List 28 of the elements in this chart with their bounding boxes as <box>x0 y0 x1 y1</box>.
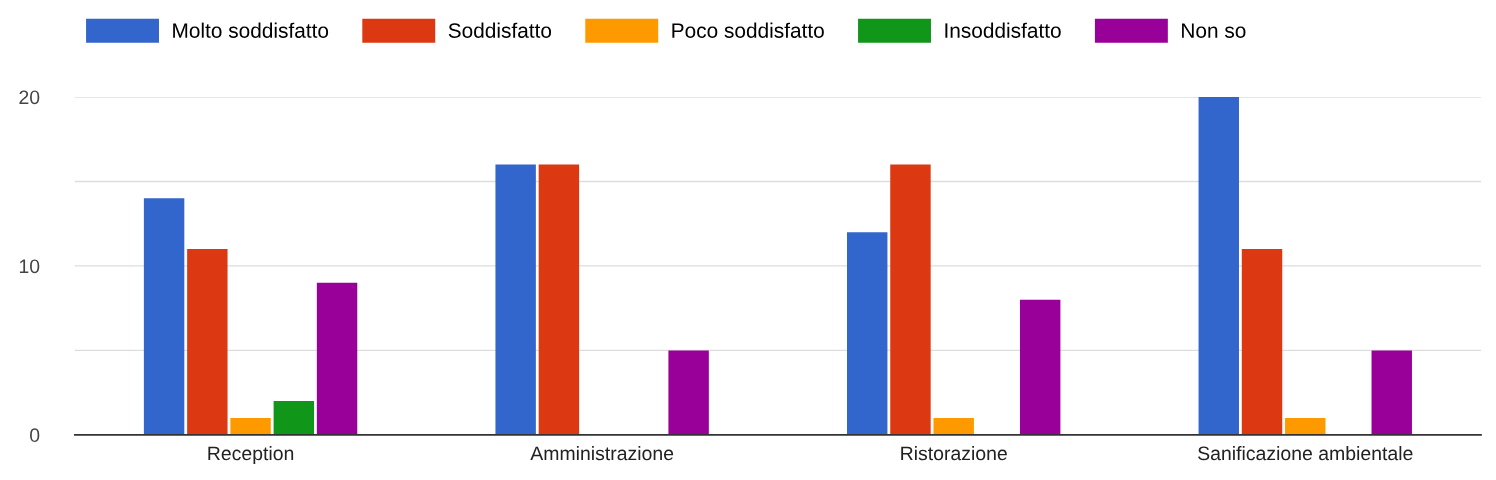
bar <box>890 164 931 435</box>
bar <box>273 401 315 435</box>
y-tick-label: 0 <box>30 428 40 443</box>
bar <box>538 164 580 435</box>
legend-label: Soddisfatto <box>448 22 552 38</box>
x-tick-label: Sanificazione ambientale <box>1198 445 1413 461</box>
bar <box>1285 417 1326 435</box>
bar <box>495 164 536 435</box>
bar <box>1371 350 1412 435</box>
legend-label: Insoddisfatto <box>945 22 1061 38</box>
bar <box>1019 299 1061 435</box>
legend-label: Non so <box>1182 23 1246 38</box>
bar <box>668 350 709 435</box>
y-tick-label: 10 <box>19 259 40 274</box>
x-tick-label: Reception <box>208 445 294 465</box>
bar <box>143 198 185 435</box>
bar <box>187 249 228 435</box>
y-tick-label: 20 <box>19 90 40 105</box>
legend-label: Molto soddisfatto <box>173 22 329 38</box>
legend-label: Poco soddisfatto <box>672 22 824 38</box>
bar <box>847 232 888 435</box>
bar <box>1198 96 1239 435</box>
bar <box>230 417 271 435</box>
x-tick-label: Ristorazione <box>901 445 1007 461</box>
bar <box>933 417 974 435</box>
bar <box>316 282 358 435</box>
x-tick-label: Amministrazione <box>530 445 674 461</box>
bar <box>1241 249 1283 435</box>
